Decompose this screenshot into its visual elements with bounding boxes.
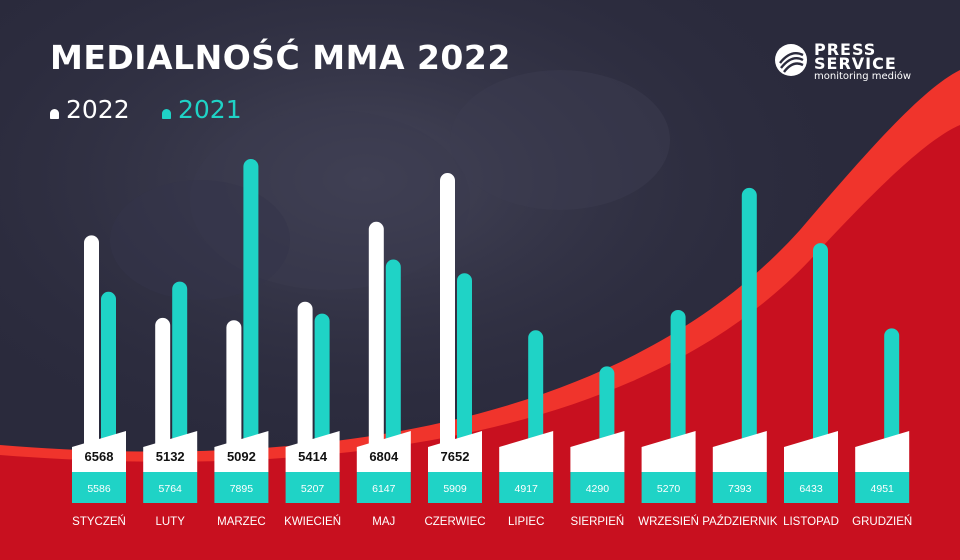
label-card-2021-2 — [214, 472, 269, 503]
bar-2022-0 — [84, 235, 99, 462]
data-label-2021-10: 6433 — [799, 483, 823, 495]
data-label-2021-0: 5586 — [87, 483, 111, 495]
data-label-2022-2: 5092 — [227, 449, 256, 464]
category-label-4: MAJ — [372, 516, 395, 528]
category-label-1: LUTY — [155, 516, 185, 528]
data-label-2021-7: 4290 — [586, 483, 610, 495]
data-label-2021-2: 7895 — [230, 483, 254, 495]
bar-2021-0 — [101, 291, 116, 462]
label-card-2021-8 — [641, 472, 696, 503]
category-label-9: PAŹDZIERNIK — [702, 515, 778, 528]
label-card-2021-3 — [285, 472, 340, 503]
data-label-2021-6: 4917 — [515, 483, 539, 495]
bar-2021-11 — [884, 328, 900, 462]
label-card-2021-7 — [570, 472, 625, 503]
data-label-2022-0: 6568 — [85, 449, 114, 464]
label-card-2021-1 — [143, 472, 198, 503]
category-label-5: CZERWIEC — [424, 516, 485, 528]
label-card-2022-9 — [712, 431, 767, 472]
data-label-2022-4: 6804 — [369, 449, 399, 464]
data-label-2022-5: 7652 — [441, 449, 470, 464]
data-label-2021-5: 5909 — [443, 483, 467, 495]
label-card-2021-11 — [855, 472, 910, 503]
category-label-6: LIPIEC — [508, 516, 544, 528]
label-card-2022-4 — [356, 431, 411, 472]
label-card-2022-7 — [570, 431, 625, 472]
data-label-2021-1: 5764 — [159, 483, 183, 495]
bar-2021-1 — [172, 281, 188, 462]
bar-2021-10 — [813, 243, 828, 462]
data-label-2021-9: 7393 — [728, 483, 752, 495]
bar-2021-5 — [457, 273, 472, 462]
category-label-3: KWIECIEŃ — [284, 515, 341, 528]
category-label-2: MARZEC — [217, 516, 266, 528]
legend-swatch-2022 — [50, 109, 59, 119]
chart-title: MEDIALNOŚĆ MMA 2022 — [50, 38, 511, 77]
bar-2021-3 — [314, 313, 330, 462]
logo-line2: SERVICE — [814, 54, 897, 73]
label-card-2021-6 — [499, 472, 554, 503]
bar-2021-2 — [243, 159, 259, 462]
data-label-2022-1: 5132 — [156, 449, 185, 464]
bar-2022-5 — [440, 173, 455, 462]
label-card-2021-0 — [72, 472, 126, 503]
data-label-2021-4: 6147 — [372, 483, 396, 495]
bar-2022-2 — [226, 320, 242, 462]
logo-icon — [775, 44, 807, 76]
logo-tagline: monitoring mediów — [814, 71, 912, 82]
legend-swatch-2021 — [162, 109, 171, 119]
data-label-2021-8: 5270 — [657, 483, 681, 495]
bar-2022-3 — [297, 301, 313, 462]
bar-2021-4 — [385, 259, 401, 462]
label-card-2022-6 — [499, 431, 554, 472]
label-card-2021-9 — [712, 472, 767, 503]
label-card-2022-0 — [72, 431, 126, 472]
label-card-2021-4 — [356, 472, 411, 503]
bar-2021-8 — [670, 309, 686, 462]
label-card-2021-5 — [428, 472, 482, 503]
legend-item-2022: 2022 — [50, 92, 130, 128]
category-label-11: GRUDZIEŃ — [852, 515, 912, 528]
category-label-7: SIERPIEŃ — [571, 515, 625, 528]
legend-item-2021: 2021 — [162, 92, 242, 128]
bar-2021-9 — [741, 187, 757, 462]
label-card-2021-10 — [784, 472, 838, 503]
legend-label-2022: 2022 — [66, 95, 130, 124]
label-card-2022-1 — [143, 431, 198, 472]
bar-2021-6 — [528, 330, 544, 462]
data-label-2021-3: 5207 — [301, 483, 325, 495]
legend-label-2021: 2021 — [178, 95, 242, 124]
label-card-2022-11 — [855, 431, 910, 472]
bar-2022-1 — [155, 317, 171, 462]
label-card-2022-10 — [784, 431, 838, 472]
category-label-8: WRZESIEŃ — [638, 515, 699, 528]
logo-line1: PRESS — [814, 40, 877, 59]
label-card-2022-3 — [285, 431, 340, 472]
label-card-2022-8 — [641, 431, 696, 472]
category-label-0: STYCZEŃ — [72, 515, 126, 528]
bar-2022-4 — [368, 221, 384, 462]
label-card-2022-2 — [214, 431, 269, 472]
press-service-logo: PRESS SERVICE monitoring mediów — [774, 42, 924, 82]
data-label-2021-11: 4951 — [871, 483, 895, 495]
category-label-10: LISTOPAD — [783, 516, 839, 528]
data-label-2022-3: 5414 — [298, 449, 328, 464]
label-card-2022-5 — [428, 431, 482, 472]
